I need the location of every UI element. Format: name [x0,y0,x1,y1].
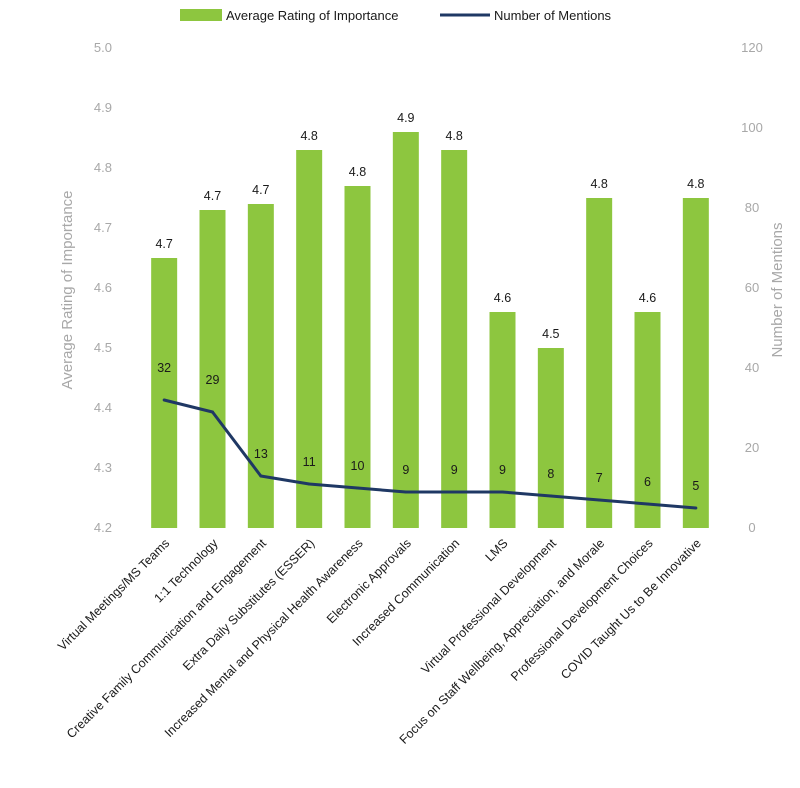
line-point [162,398,166,402]
line-data-labels: 32 29 13 11 10 9 9 9 8 7 6 5 [157,361,699,493]
bar [634,312,661,528]
left-tick-label: 4.8 [94,160,112,175]
line-point [501,490,504,494]
category-label: Electronic Approvals [324,536,414,626]
right-axis-title: Number of Mentions [769,222,786,357]
line-data-label: 13 [254,447,268,461]
line-data-label: 8 [547,467,554,481]
bar-data-label: 4.9 [397,111,414,125]
line-point [646,502,649,506]
left-tick-label: 4.2 [94,520,112,535]
bar [441,150,468,528]
line-point [356,486,359,490]
legend-bar-swatch [180,9,222,21]
right-tick-label: 0 [748,520,755,535]
right-tick-label: 60 [745,280,759,295]
bar-data-label: 4.8 [349,165,366,179]
line-point [549,494,553,498]
category-label: LMS [483,536,511,564]
line-data-label: 29 [206,373,220,387]
bar [296,150,323,528]
line-data-label: 32 [157,361,171,375]
right-tick-label: 20 [745,440,759,455]
bar [682,198,709,528]
bar [151,258,178,528]
bar [392,132,419,528]
legend-line-label: Number of Mentions [494,8,612,23]
bar [489,312,516,528]
bar-data-label: 4.8 [300,129,317,143]
bar-data-label: 4.8 [445,129,462,143]
line-series [162,398,698,510]
left-axis: 4.2 4.3 4.4 4.5 4.6 4.7 4.8 4.9 5.0 [94,40,112,535]
left-tick-label: 5.0 [94,40,112,55]
bar-data-label: 4.5 [542,327,559,341]
right-axis: 0 20 40 60 80 100 120 [741,40,763,535]
left-tick-label: 4.4 [94,400,112,415]
line-point [452,490,456,494]
left-axis-title: Average Rating of Importance [59,190,76,389]
left-tick-label: 4.6 [94,280,112,295]
bar-data-label: 4.8 [590,177,607,191]
bar [199,210,226,528]
bar-series [151,132,709,528]
bar-data-label: 4.7 [155,237,172,251]
bar-data-label: 4.7 [204,189,221,203]
right-tick-label: 40 [745,360,759,375]
line-point [597,498,601,502]
line-data-label: 9 [451,463,458,477]
bar-data-label: 4.8 [687,177,704,191]
line-data-label: 9 [402,463,409,477]
legend: Average Rating of Importance Number of Me… [180,8,612,23]
line-point [307,482,311,486]
left-tick-label: 4.3 [94,460,112,475]
category-label: Creative Family Communication and Engage… [64,536,269,741]
mentions-line [163,398,696,510]
line-point [211,410,214,414]
line-data-label: 5 [692,479,699,493]
line-point [404,490,408,494]
line-data-label: 11 [303,455,316,469]
line-data-label: 9 [499,463,506,477]
line-data-label: 10 [351,459,365,473]
bar [537,348,564,528]
bar-data-label: 4.7 [252,183,269,197]
line-data-label: 6 [644,475,651,489]
right-tick-label: 80 [745,200,759,215]
bar-data-labels: 4.7 4.7 4.7 4.8 4.8 4.9 4.8 4.6 4.5 4.8 4.6 4.8 [155,111,704,341]
right-tick-label: 120 [741,40,763,55]
left-tick-label: 4.9 [94,100,112,115]
line-point [259,474,263,478]
bar [586,198,613,528]
right-tick-label: 100 [741,120,763,135]
legend-bar-label: Average Rating of Importance [226,8,398,23]
line-data-label: 7 [596,471,603,485]
left-tick-label: 4.5 [94,340,112,355]
bar-data-label: 4.6 [639,291,656,305]
bar-data-label: 4.6 [494,291,511,305]
left-tick-label: 4.7 [94,220,112,235]
line-point [694,506,698,510]
bar [247,204,274,528]
bar [344,186,371,528]
